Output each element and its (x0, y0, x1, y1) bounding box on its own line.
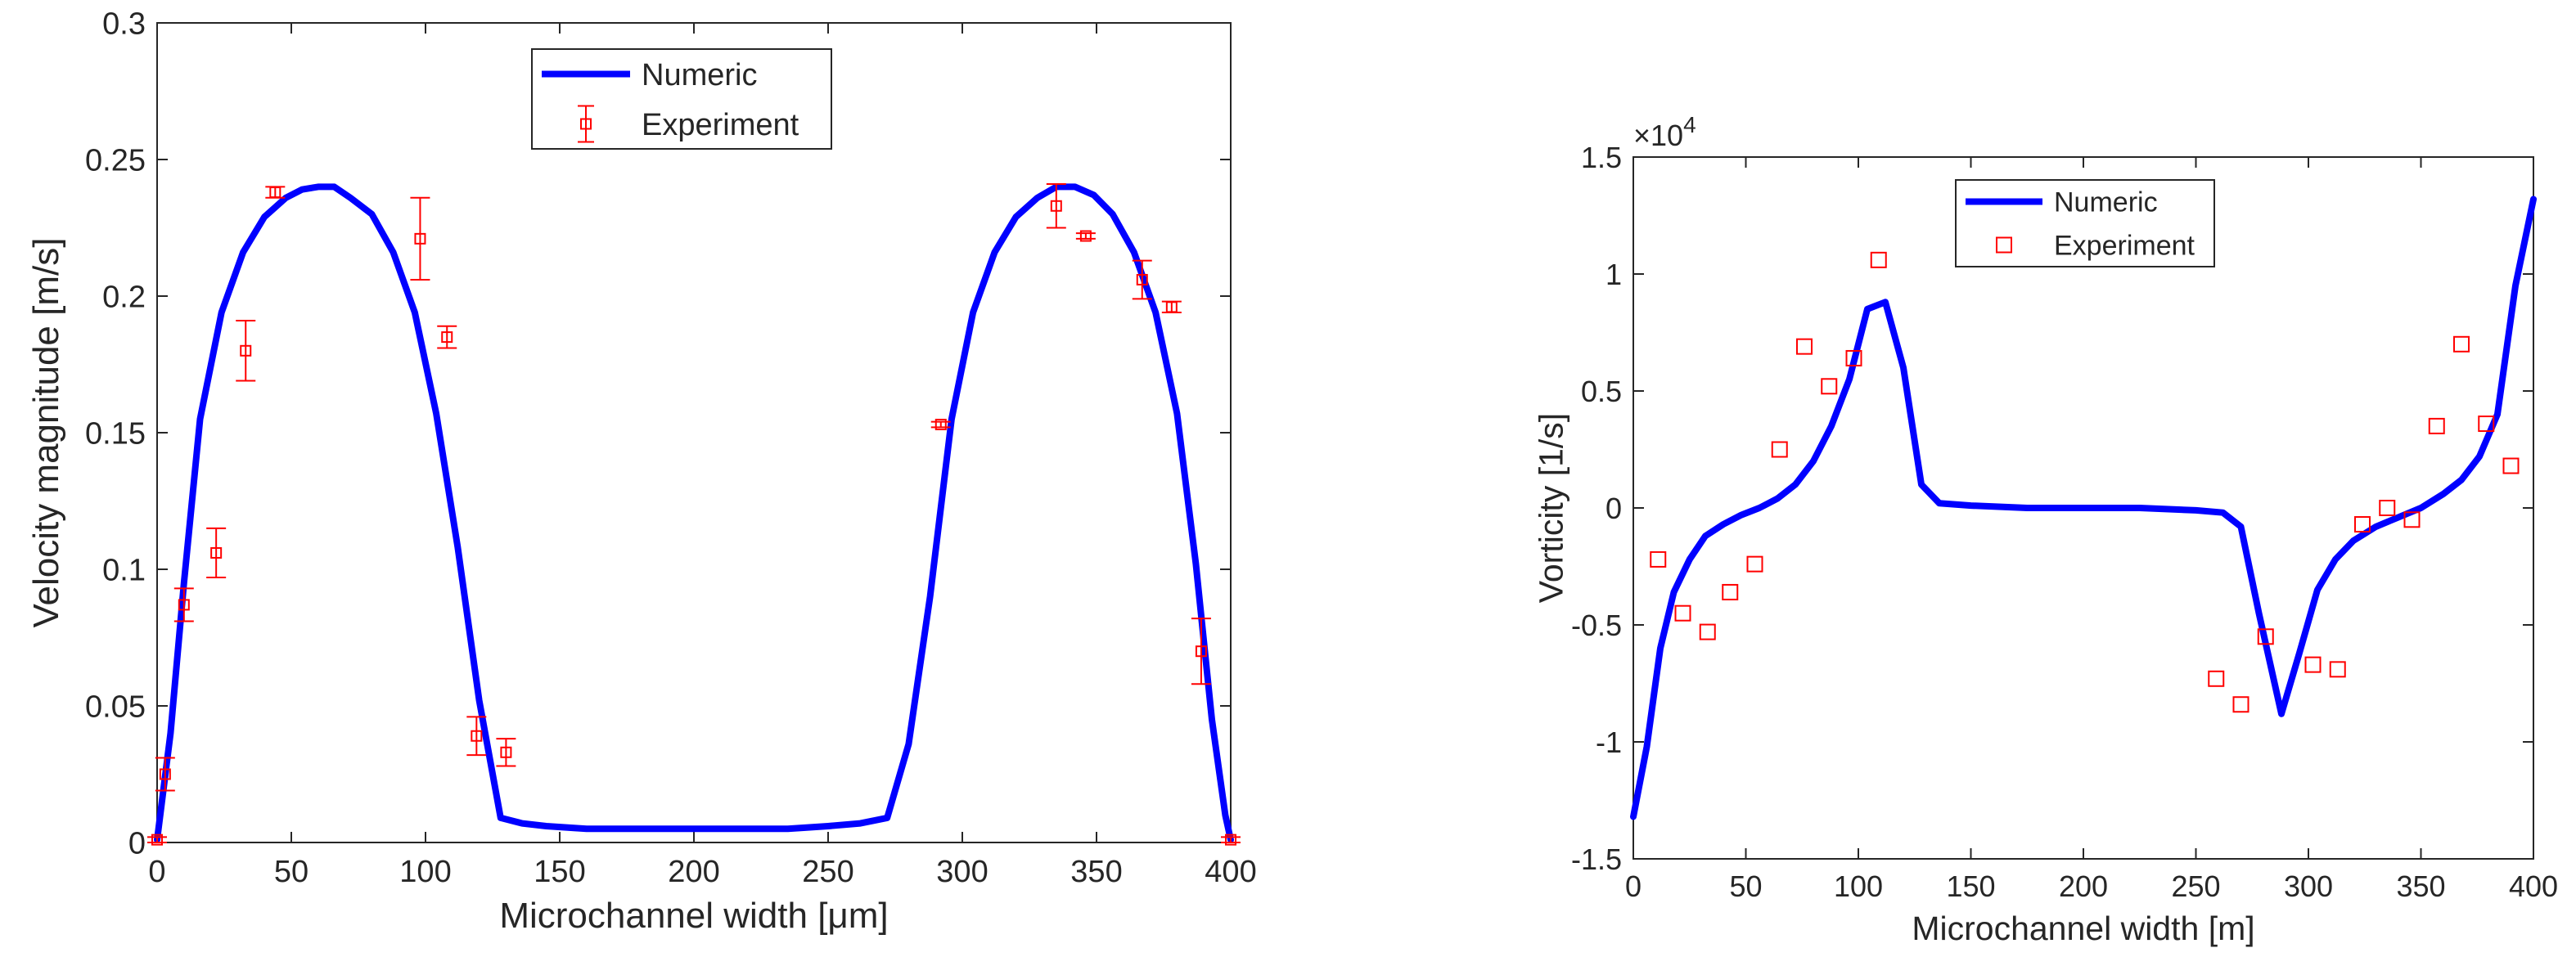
y-tick-label: 1.5 (1581, 141, 1622, 174)
experiment-point (414, 232, 426, 245)
experiment-point (500, 746, 512, 758)
y-tick-label: 0 (128, 827, 146, 861)
axis-exponent: ×104 (1633, 112, 1696, 152)
experiment-point (1136, 273, 1148, 285)
x-tick-label: 400 (2509, 869, 2558, 903)
experiment-point (1796, 338, 1813, 355)
experiment-point (471, 730, 483, 742)
experiment-point (210, 546, 223, 559)
experiment-point (1650, 550, 1667, 568)
chart-2: 0 50 100 150 200 250 300 350 400 -1.5 -1 -0.5 0 0.5 1 1… (1533, 112, 2558, 947)
x-tick-label: 350 (1070, 855, 1122, 889)
x-tick-label: 100 (399, 855, 451, 889)
numeric-line (1630, 195, 2537, 820)
experiment-point (1674, 604, 1691, 622)
experiment-point (2208, 670, 2225, 687)
experiment-point (2329, 661, 2346, 678)
y-tick-label: 0.3 (102, 7, 146, 42)
chart-1: 0 50 100 150 200 250 300 350 400 0 0.05 0.1 0.15 0.2 0… (26, 7, 1257, 936)
x-axis-label: Microchannel width [m] (1912, 910, 2254, 947)
x-tick-label: 50 (274, 855, 308, 889)
axis-exponent-power: 4 (1683, 112, 1696, 137)
x-tick-label: 350 (2396, 869, 2445, 903)
x-tick-label: 400 (1205, 855, 1256, 889)
experiment-point (1771, 441, 1788, 458)
x-tick-label: 200 (2059, 869, 2108, 903)
experiment-point (1079, 230, 1092, 242)
experiment-point (240, 344, 252, 357)
x-tick-label: 0 (1625, 869, 1642, 903)
experiment-point (269, 186, 281, 199)
experiment-point (178, 599, 190, 611)
y-tick-label: 0.05 (85, 690, 146, 725)
y-tick-label: 0.1 (102, 554, 146, 588)
plot-area (156, 22, 1232, 843)
y-axis-label: Vorticity [1/s] (1533, 413, 1570, 603)
y-tick-label: 0.25 (85, 144, 146, 178)
experiment-point (2478, 416, 2495, 433)
experiment-point (2428, 417, 2445, 434)
experiment-point (2304, 656, 2322, 673)
legend-label: Numeric (2054, 187, 2158, 218)
experiment-point (934, 418, 947, 430)
legend-box (531, 48, 832, 150)
experiment-point (2379, 500, 2396, 516)
legend-label: Numeric (642, 58, 757, 92)
x-tick-label: 250 (802, 855, 853, 889)
y-tick-label: 0.5 (1581, 375, 1622, 408)
y-tick-label: -1 (1596, 726, 1622, 759)
x-tick-label: 50 (1729, 869, 1762, 903)
legend-marker-swatch (580, 118, 592, 130)
experiment-point (1165, 301, 1178, 313)
x-tick-label: 200 (668, 855, 719, 889)
experiment-point (1870, 251, 1887, 268)
x-tick-label: 150 (534, 855, 585, 889)
experiment-point (151, 833, 163, 846)
y-tick-label: -0.5 (1571, 609, 1622, 642)
experiment-point (2453, 335, 2470, 353)
y-tick-label: 0.2 (102, 281, 146, 315)
experiment-point (441, 331, 453, 344)
y-tick-label: 0 (1605, 492, 1622, 525)
experiment-point (2403, 511, 2421, 528)
experiment-point (159, 768, 171, 780)
experiment-point (2354, 516, 2371, 533)
x-tick-label: 150 (1946, 869, 1995, 903)
x-tick-label: 250 (2171, 869, 2220, 903)
experiment-point (2232, 696, 2249, 713)
x-tick-label: 0 (148, 855, 165, 889)
experiment-point (2502, 457, 2520, 474)
legend: Numeric Experiment (531, 48, 832, 150)
x-tick-label: 300 (936, 855, 988, 889)
experiment-point (1845, 349, 1862, 366)
legend: Numeric Experiment (1955, 179, 2215, 267)
legend-label: Experiment (642, 108, 799, 142)
numeric-line (154, 183, 1234, 843)
y-axis-label: Velocity magnitude [m/s] (26, 238, 66, 628)
y-tick-label: -1.5 (1571, 842, 1622, 876)
legend-label: Experiment (2054, 231, 2195, 262)
y-tick-label: 0.15 (85, 417, 146, 452)
x-axis-label: Microchannel width [μm] (499, 896, 888, 936)
experiment-point (2257, 628, 2274, 645)
y-tick-label: 1 (1605, 258, 1622, 291)
experiment-point (1195, 645, 1207, 658)
legend-marker-swatch (1996, 236, 2012, 254)
experiment-point (1722, 583, 1739, 600)
experiment-point (1821, 378, 1838, 395)
experiment-point (1050, 200, 1062, 212)
x-tick-label: 100 (1834, 869, 1883, 903)
experiment-point (1225, 833, 1236, 846)
x-tick-label: 300 (2284, 869, 2333, 903)
experiment-point (1699, 623, 1716, 640)
experiment-point (1746, 555, 1763, 573)
